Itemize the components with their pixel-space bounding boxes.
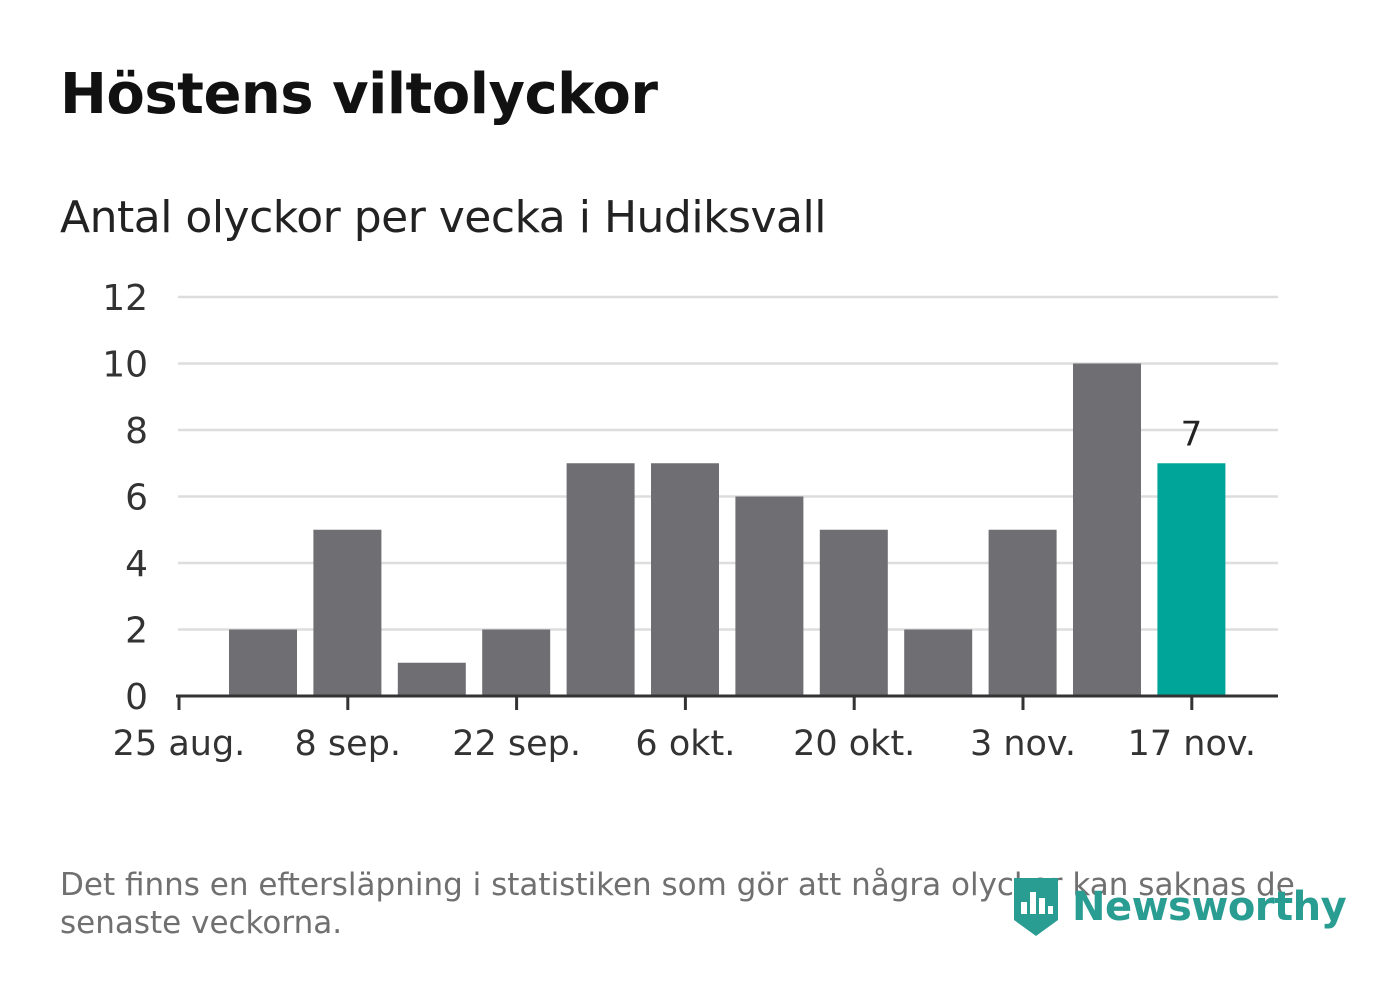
y-tick-label: 0 bbox=[125, 677, 148, 718]
bar-3 bbox=[397, 662, 466, 696]
bar-6 bbox=[651, 463, 719, 696]
bar-1 bbox=[229, 629, 297, 696]
y-tick-label: 6 bbox=[125, 478, 148, 519]
newsworthy-logo-icon bbox=[1014, 878, 1058, 936]
y-tick-label: 8 bbox=[125, 411, 148, 452]
x-tick-label: 3 nov. bbox=[970, 724, 1076, 764]
bar-10 bbox=[988, 529, 1057, 696]
chart-title: Höstens viltolyckor bbox=[60, 62, 658, 127]
bar-11 bbox=[1073, 363, 1141, 696]
x-axis-ticks: 25 aug. 8 sep. 22 sep. 6 okt. 20 okt. 3 nov. 1… bbox=[113, 696, 1256, 764]
bar-7 bbox=[735, 496, 804, 696]
y-tick-label: 10 bbox=[102, 345, 148, 386]
bar-2 bbox=[313, 529, 382, 696]
bar-8 bbox=[819, 529, 888, 696]
x-tick-label: 17 nov. bbox=[1128, 724, 1256, 764]
footnote: Det finns en eftersläpning i statistiken… bbox=[60, 867, 1295, 941]
x-tick-label: 20 okt. bbox=[793, 724, 915, 764]
bar-4 bbox=[482, 629, 551, 696]
x-tick-label: 22 sep. bbox=[452, 724, 581, 764]
bars bbox=[229, 363, 1226, 696]
chart-subtitle: Antal olyckor per vecka i Hudiksvall bbox=[60, 192, 826, 243]
newsworthy-logo: Newsworthy bbox=[1010, 874, 1347, 940]
y-tick-label: 2 bbox=[125, 611, 148, 652]
bar-12 bbox=[1157, 463, 1226, 696]
x-tick-label: 25 aug. bbox=[113, 724, 246, 764]
bar-9 bbox=[904, 629, 973, 696]
y-tick-label: 4 bbox=[125, 544, 148, 585]
logo-text: Newsworthy bbox=[1072, 884, 1347, 930]
x-tick-label: 6 okt. bbox=[635, 724, 735, 764]
y-axis-labels: 0 2 4 6 8 10 12 bbox=[102, 278, 148, 718]
bar-5 bbox=[566, 463, 635, 696]
x-tick-label: 8 sep. bbox=[295, 724, 402, 764]
y-tick-label: 12 bbox=[102, 278, 148, 319]
data-labels: 7 bbox=[1181, 414, 1203, 454]
data-label: 7 bbox=[1181, 414, 1203, 454]
